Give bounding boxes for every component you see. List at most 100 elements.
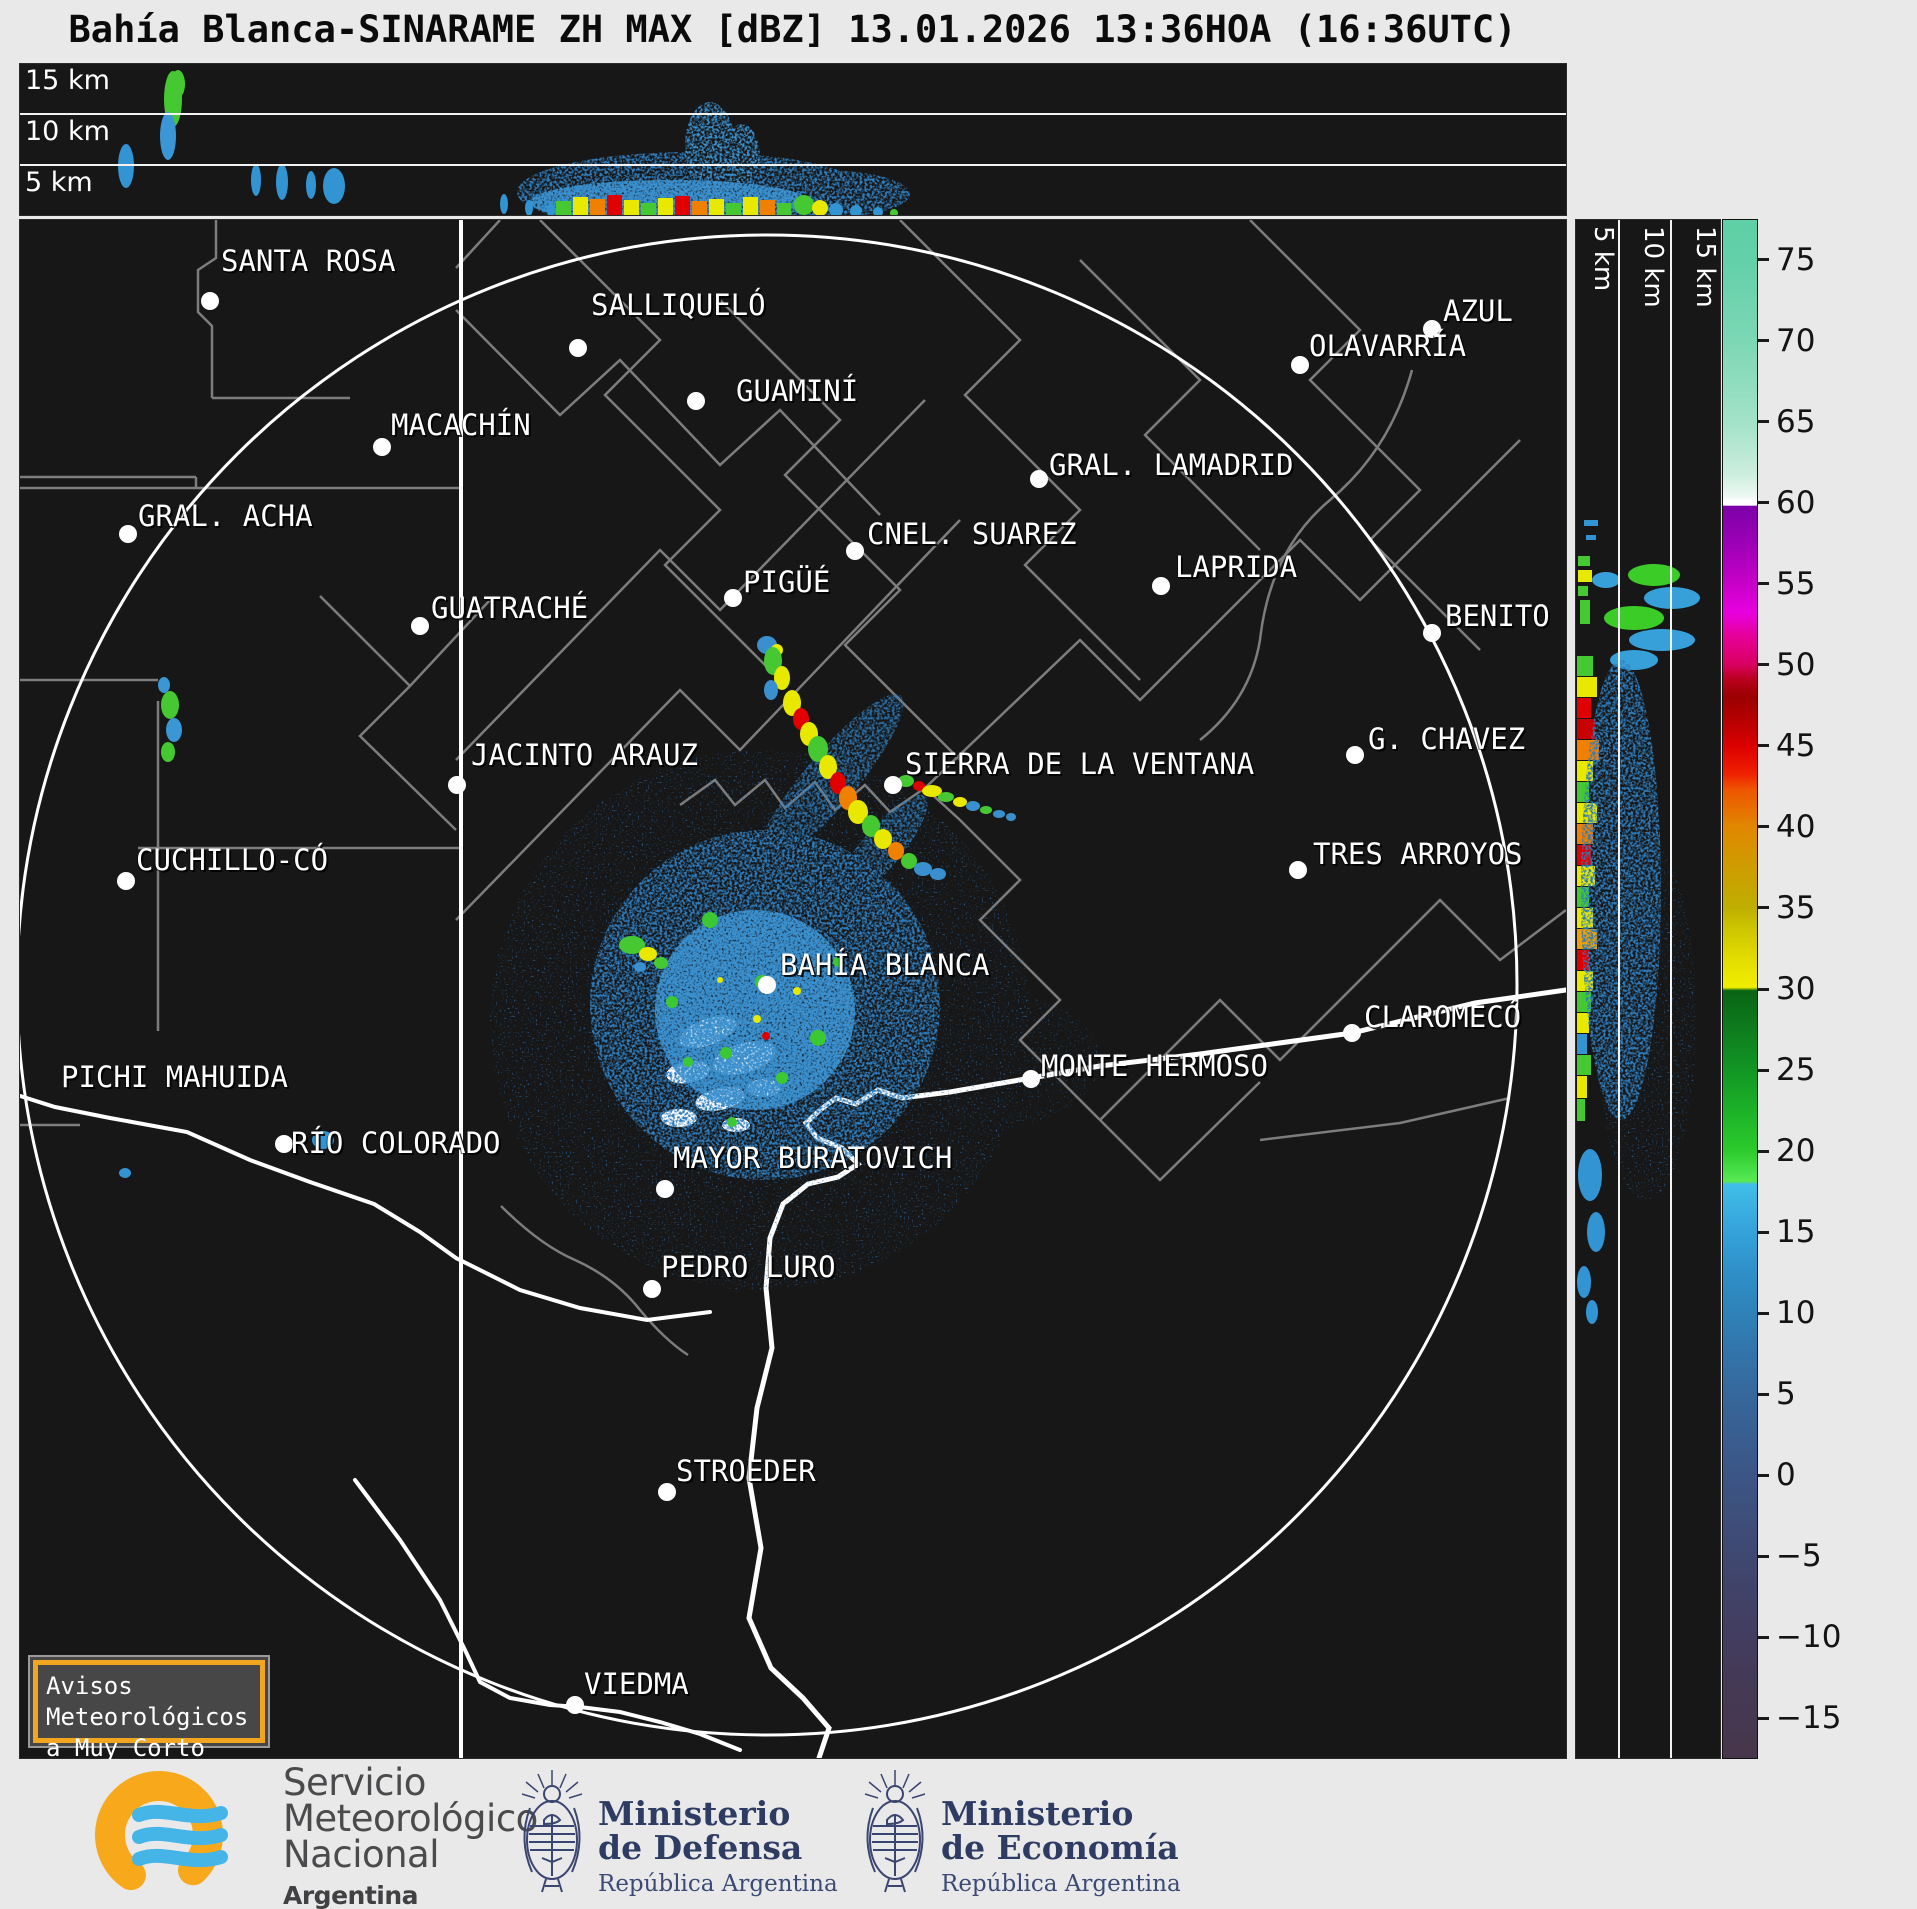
- altitude-line-5km-v: [1618, 220, 1620, 1758]
- colorbar-tick: [1758, 1555, 1769, 1558]
- city-label: SIERRA DE LA VENTANA: [905, 750, 1254, 779]
- city-dot: [643, 1280, 661, 1298]
- city-dot: [758, 976, 776, 994]
- city-label: CLAROMECÓ: [1364, 1003, 1521, 1032]
- city-label: MAYOR BURATOVICH: [673, 1144, 952, 1173]
- city-label: VIEDMA: [584, 1670, 689, 1699]
- city-label: GRAL. LAMADRID: [1049, 451, 1293, 480]
- alert-box[interactable]: Avisos Meteorológicos a Muy Corto Plazo: [28, 1655, 270, 1748]
- city-label: PICHI MAHUIDA: [61, 1063, 288, 1092]
- colorbar-tick: [1758, 1393, 1769, 1396]
- altitude-label-10km-v: 10 km: [1640, 226, 1666, 308]
- colorbar-tick: [1758, 988, 1769, 991]
- city-dot: [1152, 577, 1170, 595]
- city-dot: [411, 617, 429, 635]
- side-cross-section-panel: 5 km 10 km 15 km: [1575, 219, 1721, 1759]
- city-label: TRES ARROYOS: [1313, 840, 1523, 869]
- smn-logo-text: Servicio Meteorológico Nacional Argentin…: [283, 1765, 538, 1909]
- city-label: PIGÜÉ: [743, 568, 830, 597]
- city-dot: [1346, 746, 1364, 764]
- top-panel-echoes: [20, 64, 1566, 215]
- city-dot: [566, 1696, 584, 1714]
- city-label: MACACHÍN: [391, 411, 531, 440]
- city-label: GUAMINÍ: [736, 377, 858, 406]
- radar-product-page: Bahía Blanca-SINARAME ZH MAX [dBZ] 13.01…: [0, 0, 1917, 1909]
- city-label: STROEDER: [676, 1457, 816, 1486]
- colorbar-tick: [1758, 582, 1769, 585]
- city-dot: [201, 292, 219, 310]
- city-dot: [1030, 470, 1048, 488]
- city-dot: [687, 392, 705, 410]
- colorbar-tick: [1758, 1150, 1769, 1153]
- city-dot: [724, 589, 742, 607]
- colorbar-tick: [1758, 663, 1769, 666]
- colorbar-tick-label: 5: [1776, 1379, 1796, 1410]
- city-dot: [117, 872, 135, 890]
- colorbar-tick-label: −5: [1776, 1541, 1822, 1572]
- footer: Servicio Meteorológico Nacional Argentin…: [0, 1759, 1917, 1909]
- colorbar-tick: [1758, 906, 1769, 909]
- colorbar-tick-label: 55: [1776, 569, 1815, 600]
- colorbar-tick: [1758, 1069, 1769, 1072]
- altitude-line-10km-v: [1670, 220, 1672, 1758]
- city-dot: [658, 1483, 676, 1501]
- defensa-text: Ministerio de Defensa República Argentin…: [598, 1797, 838, 1897]
- radar-map: SANTA ROSA SALLIQUELÓ GUAMINÍ MACACHÍN GRAL.…: [19, 219, 1567, 1759]
- city-dot: [1291, 356, 1309, 374]
- economia-text: Ministerio de Economía República Argenti…: [941, 1797, 1181, 1897]
- city-dot: [119, 525, 137, 543]
- city-dot: [1022, 1070, 1040, 1088]
- colorbar-tick-label: 30: [1776, 974, 1815, 1005]
- altitude-line-5km: [20, 164, 1566, 166]
- city-label: AZUL: [1443, 297, 1513, 326]
- colorbar-tick: [1758, 1312, 1769, 1315]
- colorbar-tick-label: 65: [1776, 407, 1815, 438]
- city-label: JACINTO ARAUZ: [471, 741, 698, 770]
- colorbar-tick-label: 20: [1776, 1136, 1815, 1167]
- city-label: MONTE HERMOSO: [1041, 1052, 1268, 1081]
- city-label: OLAVARRÍA: [1309, 332, 1466, 361]
- city-label: RÍO COLORADO: [291, 1129, 501, 1158]
- colorbar-tick-label: 25: [1776, 1055, 1815, 1086]
- city-label: CUCHILLO-CÓ: [136, 846, 328, 875]
- city-dot: [656, 1180, 674, 1198]
- city-label: BAHÍA BLANCA: [780, 951, 990, 980]
- city-label: GUATRACHÉ: [431, 594, 588, 623]
- colorbar-tick-label: 70: [1776, 326, 1815, 357]
- city-dot: [846, 542, 864, 560]
- city-dot: [373, 438, 391, 456]
- dbz-colorbar: [1722, 219, 1758, 1759]
- colorbar-tick-label: −10: [1776, 1622, 1841, 1653]
- colorbar-tick-label: 45: [1776, 731, 1815, 762]
- colorbar-tick-label: 35: [1776, 893, 1815, 924]
- colorbar-tick: [1758, 501, 1769, 504]
- colorbar-tick-label: 60: [1776, 488, 1815, 519]
- altitude-label-15km: 15 km: [25, 67, 110, 94]
- colorbar-tick: [1758, 744, 1769, 747]
- colorbar-tick-label: 15: [1776, 1217, 1815, 1248]
- colorbar-tick: [1758, 825, 1769, 828]
- altitude-line-10km: [20, 113, 1566, 115]
- city-label: SALLIQUELÓ: [591, 291, 766, 320]
- map-graphics: [20, 220, 1566, 1758]
- economia-crest: [855, 1764, 935, 1902]
- city-dot: [1423, 624, 1441, 642]
- city-label: SANTA ROSA: [221, 247, 396, 276]
- city-dot: [1289, 861, 1307, 879]
- altitude-label-10km: 10 km: [25, 118, 110, 145]
- altitude-label-15km-v: 15 km: [1692, 226, 1718, 308]
- city-label: G. CHAVEZ: [1368, 725, 1525, 754]
- city-dot: [448, 776, 466, 794]
- colorbar-tick: [1758, 1717, 1769, 1720]
- city-label: CNEL. SUAREZ: [867, 520, 1077, 549]
- colorbar-tick-label: 10: [1776, 1298, 1815, 1329]
- top-cross-section-panel: 15 km 10 km 5 km: [19, 63, 1567, 216]
- colorbar-tick: [1758, 339, 1769, 342]
- smn-logo-icon: [95, 1771, 260, 1901]
- city-label: BENITO: [1445, 602, 1550, 631]
- city-label: LAPRIDA: [1175, 553, 1297, 582]
- altitude-label-5km-v: 5 km: [1590, 226, 1616, 291]
- colorbar-tick: [1758, 258, 1769, 261]
- colorbar-tick-label: 75: [1776, 245, 1815, 276]
- page-title: Bahía Blanca-SINARAME ZH MAX [dBZ] 13.01…: [0, 8, 1585, 51]
